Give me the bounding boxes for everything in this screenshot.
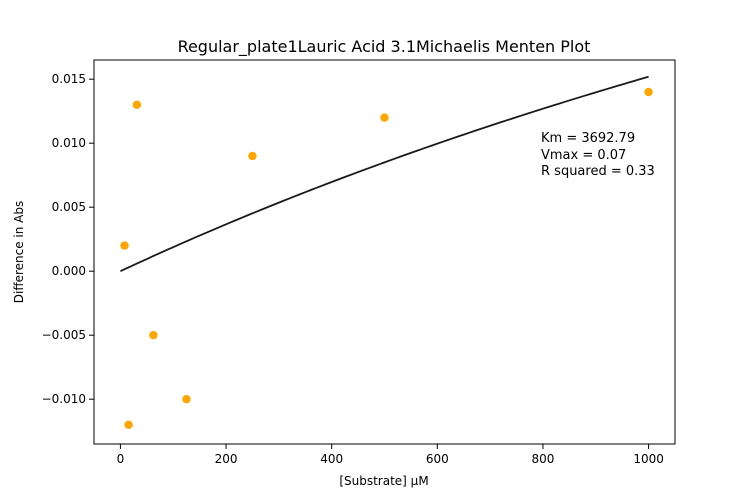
data-point bbox=[380, 113, 389, 122]
axes-frame bbox=[93, 59, 676, 445]
y-axis-label: Difference in Abs bbox=[12, 201, 26, 304]
x-axis-label: [Substrate] μM bbox=[339, 474, 428, 488]
vmax-annotation: Vmax = 0.07 bbox=[541, 148, 626, 163]
fit-annotation: Km = 3692.79 Vmax = 0.07 R squared = 0.3… bbox=[541, 131, 655, 179]
data-point bbox=[248, 151, 257, 161]
data-point bbox=[120, 241, 129, 250]
x-tick-label: 400 bbox=[320, 452, 343, 466]
x-axis: 0 200 400 600 800 1000 bbox=[117, 444, 664, 466]
data-point bbox=[124, 420, 133, 429]
y-tick-label: 0.005 bbox=[52, 200, 86, 214]
fit-curve bbox=[120, 75, 649, 273]
data-point bbox=[182, 395, 191, 404]
r-squared-annotation: R squared = 0.33 bbox=[541, 164, 655, 179]
x-tick-label: 0 bbox=[117, 452, 125, 466]
chart-title: Regular_plate1Lauric Acid 3.1Michaelis M… bbox=[178, 37, 591, 57]
x-tick-label: 600 bbox=[426, 452, 449, 466]
x-tick-label: 200 bbox=[215, 452, 238, 466]
y-tick-label: −0.005 bbox=[42, 328, 86, 342]
x-tick-label: 1000 bbox=[633, 452, 664, 466]
y-tick-label: −0.010 bbox=[42, 392, 86, 406]
plot-area bbox=[120, 75, 653, 429]
y-tick-label: 0.015 bbox=[52, 72, 86, 86]
data-point bbox=[149, 331, 158, 340]
data-point bbox=[644, 87, 653, 97]
km-annotation: Km = 3692.79 bbox=[541, 131, 635, 146]
y-axis: −0.010 −0.005 0.000 0.005 0.010 0.015 bbox=[42, 72, 94, 406]
y-tick-label: 0.000 bbox=[52, 264, 86, 278]
data-point bbox=[132, 100, 142, 110]
y-tick-label: 0.010 bbox=[52, 136, 86, 150]
x-tick-label: 800 bbox=[532, 452, 555, 466]
